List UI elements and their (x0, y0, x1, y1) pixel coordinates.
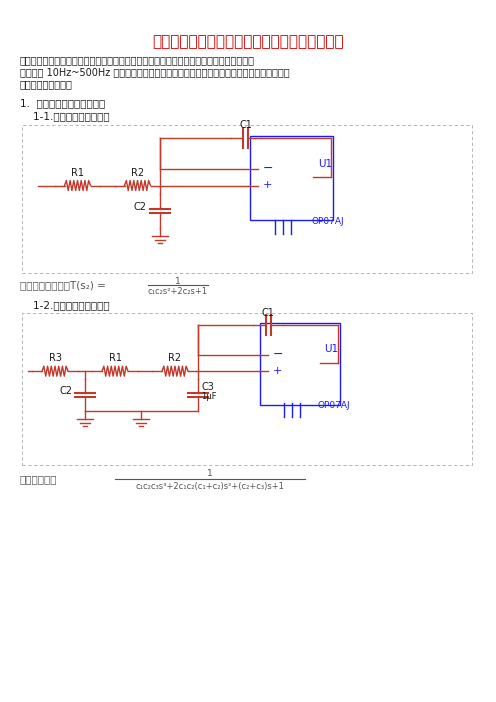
Text: R3: R3 (49, 353, 62, 363)
Text: +: + (263, 180, 272, 190)
Text: U1: U1 (318, 159, 332, 169)
Text: OP07AJ: OP07AJ (318, 401, 351, 409)
Text: 下示例为 10Hz~500Hz 的带通滤波器（由一个五阶巴特沃斯低通滤波器和一个五阶巴特沃斯: 下示例为 10Hz~500Hz 的带通滤波器（由一个五阶巴特沃斯低通滤波器和一个… (20, 67, 290, 77)
Text: OP07AJ: OP07AJ (311, 218, 344, 227)
Text: 1: 1 (207, 470, 213, 479)
Text: c₁c₂c₃s³+2c₁c₂(c₁+c₂)s²+(c₂+c₃)s+1: c₁c₂c₃s³+2c₁c₂(c₁+c₂)s²+(c₂+c₃)s+1 (135, 482, 284, 491)
Bar (22, 125, 472, 273)
Text: R2: R2 (169, 353, 182, 363)
Text: C2: C2 (134, 201, 147, 211)
Text: 1: 1 (175, 277, 181, 286)
Text: c₁c₂s²+2c₂s+1: c₁c₂s²+2c₂s+1 (148, 286, 208, 296)
Text: 1-2.三阶低通滤波器结构: 1-2.三阶低通滤波器结构 (20, 300, 110, 310)
Text: 浅谈五阶巴特沃斯低高通滤波器归一化设计方法: 浅谈五阶巴特沃斯低高通滤波器归一化设计方法 (152, 34, 344, 50)
Text: 注：滤波器由滤波节构成，一个滤波器可能只有一个滤波节，也可以由多个滤波节构成。以: 注：滤波器由滤波节构成，一个滤波器可能只有一个滤波节，也可以由多个滤波节构成。以 (20, 55, 255, 65)
Text: R1: R1 (71, 168, 84, 178)
Text: R2: R2 (131, 168, 144, 178)
Text: 1-1.二阶低通滤波器结构: 1-1.二阶低通滤波器结构 (20, 111, 110, 121)
Bar (260, 323, 340, 405)
Bar (250, 136, 333, 220)
Text: −: − (263, 162, 273, 175)
Text: C2: C2 (59, 386, 72, 396)
Text: 传递函数为：: 传递函数为： (20, 474, 58, 484)
Text: 高通滤波器构成）。: 高通滤波器构成）。 (20, 79, 73, 89)
Text: R1: R1 (109, 353, 122, 363)
Text: U1: U1 (324, 344, 338, 354)
Text: C1: C1 (261, 308, 274, 318)
Text: +: + (273, 366, 282, 376)
Bar (22, 313, 472, 465)
Text: C1: C1 (239, 120, 252, 130)
Text: −: − (273, 348, 284, 362)
Text: C3: C3 (201, 382, 214, 392)
Text: 1μF: 1μF (201, 392, 216, 401)
Text: 二阶传递函数为：T(s₂) =: 二阶传递函数为：T(s₂) = (20, 280, 109, 290)
Text: 1.  五阶巴特沃斯低通滤波器: 1. 五阶巴特沃斯低通滤波器 (20, 98, 105, 108)
